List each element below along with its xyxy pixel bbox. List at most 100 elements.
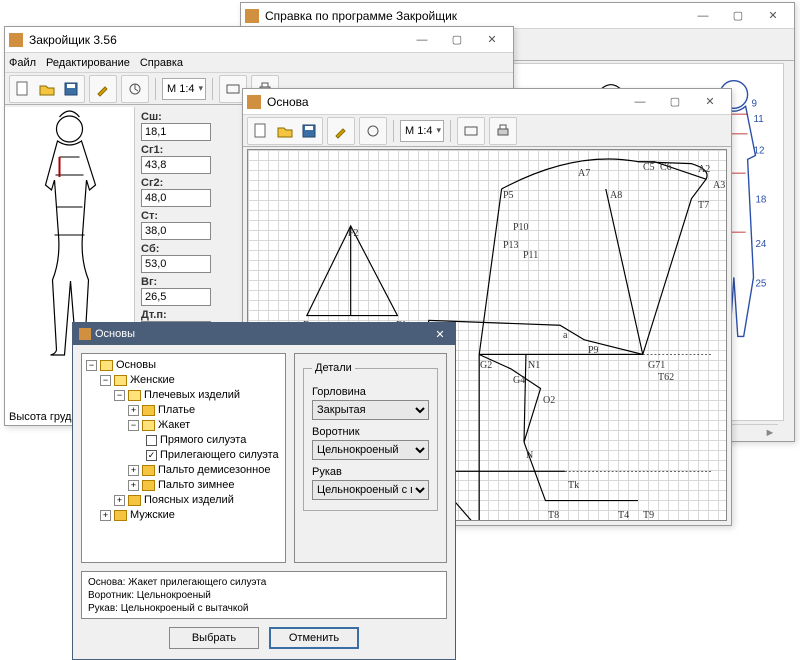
info-line-2: Воротник: Цельнокроеный — [88, 589, 440, 602]
point-label: G4 — [513, 375, 525, 386]
canvas-title: Основа — [267, 95, 623, 109]
measure-icon[interactable] — [123, 77, 147, 101]
label-collar: Воротник — [312, 426, 429, 438]
point-label: Tk — [568, 480, 579, 491]
canvas-titlebar: Основа ― ▢ ✕ — [243, 89, 731, 115]
folder-icon — [142, 465, 155, 476]
tree-coat2[interactable]: Пальто зимнее — [158, 478, 234, 493]
menu-file[interactable]: Файл — [9, 57, 36, 69]
point-label: P5 — [503, 190, 514, 201]
point-label: a — [563, 330, 567, 341]
print-icon[interactable] — [491, 119, 515, 143]
meas-input[interactable] — [141, 222, 211, 240]
details-panel: Детали Горловина Закрытая Воротник Цельн… — [294, 353, 447, 563]
main-title: Закройщик 3.56 — [29, 33, 405, 47]
open-icon[interactable] — [273, 119, 297, 143]
folder-icon — [114, 375, 127, 386]
select-neckline[interactable]: Закрытая — [312, 400, 429, 420]
cancel-button[interactable]: Отменить — [269, 627, 359, 649]
meas-label: Cб: — [141, 243, 219, 255]
dialog-title: Основы — [95, 328, 135, 340]
main-titlebar: Закройщик 3.56 ― ▢ ✕ — [5, 27, 513, 53]
expander-icon[interactable]: − — [128, 420, 139, 431]
minimize-button[interactable]: ― — [405, 30, 439, 50]
point-label: C6 — [660, 162, 672, 173]
meas-input[interactable] — [141, 156, 211, 174]
close-button[interactable]: ✕ — [693, 92, 727, 112]
meas-input[interactable] — [141, 123, 211, 141]
new-icon[interactable] — [11, 77, 35, 101]
open-icon[interactable] — [35, 77, 59, 101]
svg-text:12: 12 — [754, 146, 765, 157]
point-label: C5 — [643, 162, 655, 173]
folder-icon — [142, 480, 155, 491]
folder-icon — [142, 405, 155, 416]
folder-icon — [128, 390, 141, 401]
meas-label: Cг2: — [141, 177, 219, 189]
menu-help[interactable]: Справка — [140, 57, 183, 69]
point-label: P9 — [588, 345, 599, 356]
label-sleeve: Рукав — [312, 466, 429, 478]
select-button[interactable]: Выбрать — [169, 627, 259, 649]
select-sleeve[interactable]: Цельнокроеный с вытачкой — [312, 480, 429, 500]
expander-icon[interactable]: + — [128, 465, 139, 476]
close-icon[interactable]: ✕ — [431, 328, 449, 341]
meas-input[interactable] — [141, 255, 211, 273]
checkbox[interactable] — [146, 435, 157, 446]
close-button[interactable]: ✕ — [756, 6, 790, 26]
figure-caption: Высота груди — [9, 411, 78, 423]
tree-straight[interactable]: Прямого силуэта — [160, 433, 246, 448]
expander-icon[interactable]: + — [100, 510, 111, 521]
measure-icon[interactable] — [361, 119, 385, 143]
new-icon[interactable] — [249, 119, 273, 143]
zoom-select[interactable]: M 1:4▾ — [162, 78, 206, 100]
tree-fitted[interactable]: Прилегающего силуэта — [160, 448, 279, 463]
expander-icon[interactable]: − — [86, 360, 97, 371]
tree-waist[interactable]: Поясных изделий — [144, 493, 234, 508]
brush-icon[interactable] — [91, 77, 115, 101]
tree-jacket[interactable]: Жакет — [158, 418, 190, 433]
zoom-value: M 1:4 — [405, 125, 433, 137]
maximize-button[interactable]: ▢ — [721, 6, 755, 26]
select-collar[interactable]: Цельнокроеный — [312, 440, 429, 460]
close-button[interactable]: ✕ — [475, 30, 509, 50]
details-legend: Детали — [312, 362, 355, 374]
expander-icon[interactable]: + — [128, 405, 139, 416]
tree-view[interactable]: −Основы −Женские −Плечевых изделий +Плат… — [81, 353, 286, 563]
point-label: A7 — [578, 168, 590, 179]
tree-men[interactable]: Мужские — [130, 508, 175, 523]
meas-input[interactable] — [141, 189, 211, 207]
expander-icon[interactable]: + — [114, 495, 125, 506]
help-title: Справка по программе Закройщик — [265, 9, 686, 23]
bases-dialog: Основы ✕ −Основы −Женские −Плечевых изде… — [72, 322, 456, 660]
tree-coat1[interactable]: Пальто демисезонное — [158, 463, 270, 478]
tree-root[interactable]: Основы — [116, 358, 156, 373]
expander-icon[interactable]: − — [100, 375, 111, 386]
save-icon[interactable] — [59, 77, 83, 101]
zoom-select[interactable]: M 1:4▾ — [400, 120, 444, 142]
minimize-button[interactable]: ― — [623, 92, 657, 112]
save-icon[interactable] — [297, 119, 321, 143]
tree-women[interactable]: Женские — [130, 373, 175, 388]
menu-edit[interactable]: Редактирование — [46, 57, 130, 69]
meas-label: Cш: — [141, 111, 219, 123]
point-label: O2 — [543, 395, 555, 406]
minimize-button[interactable]: ― — [686, 6, 720, 26]
point-label: A8 — [610, 190, 622, 201]
expander-icon[interactable]: − — [114, 390, 125, 401]
meas-input[interactable] — [141, 288, 211, 306]
point-label: T7 — [698, 200, 709, 211]
maximize-button[interactable]: ▢ — [658, 92, 692, 112]
checkbox[interactable]: ✓ — [146, 450, 157, 461]
meas-label: Вг: — [141, 276, 219, 288]
point-label: A2 — [698, 164, 710, 175]
preview-icon[interactable] — [459, 119, 483, 143]
maximize-button[interactable]: ▢ — [440, 30, 474, 50]
meas-label: Cт: — [141, 210, 219, 222]
info-box: Основа: Жакет прилегающего силуэта Ворот… — [81, 571, 447, 619]
folder-icon — [142, 420, 155, 431]
brush-icon[interactable] — [329, 119, 353, 143]
tree-shoulder[interactable]: Плечевых изделий — [144, 388, 240, 403]
expander-icon[interactable]: + — [128, 480, 139, 491]
tree-dress[interactable]: Платье — [158, 403, 195, 418]
